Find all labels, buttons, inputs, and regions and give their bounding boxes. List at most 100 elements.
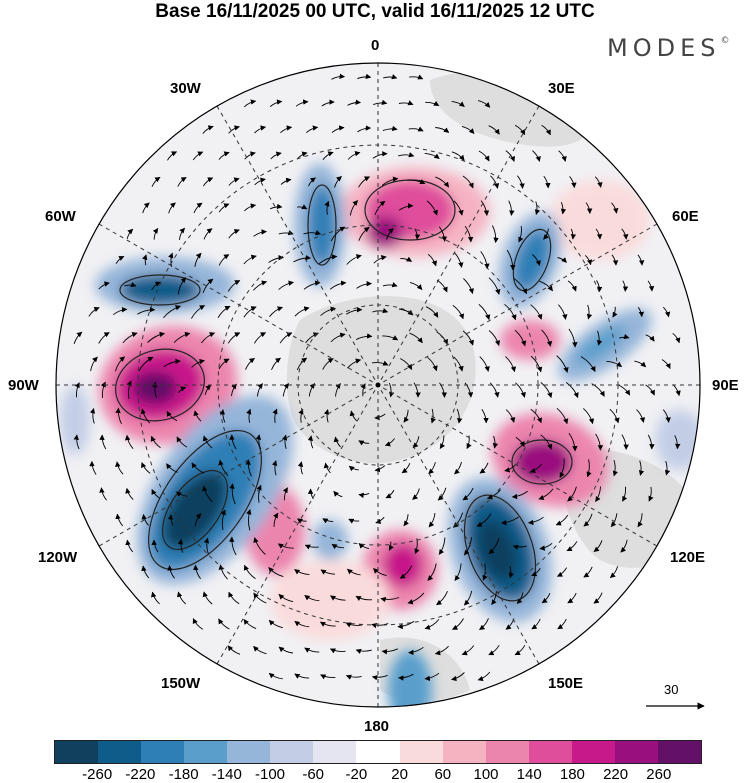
wind-vector [488,644,500,656]
colorbar [54,740,702,764]
wind-vector [245,357,255,370]
wind-vector [166,463,178,473]
wind-vector [382,125,398,132]
wind-vector [512,544,527,550]
wind-vector [595,228,603,240]
wind-vector [662,306,671,318]
wind-vector [541,593,551,604]
wind-vector [151,381,158,398]
wind-vector [123,282,137,288]
wind-vector [228,177,240,186]
wind-vector [331,125,345,133]
wind-vector [166,410,178,422]
wind-vector [99,487,107,501]
wind-vector [253,537,266,555]
wind-vector [664,460,671,476]
wind-vector [414,228,421,240]
wind-vector [357,73,372,80]
wind-vector [141,565,150,579]
wind-vector [568,432,578,452]
wind-vector [399,358,413,370]
wind-vector [534,201,541,216]
wind-vector [167,151,178,161]
wind-vector [436,331,448,345]
wind-vector [634,360,647,368]
wind-vector [356,280,373,289]
wind-vector [147,331,166,343]
wind-vector [176,436,188,448]
colorbar-tick-label: 20 [391,766,408,783]
colorbar-swatch [657,741,701,763]
wind-vector [428,462,436,475]
wind-vector [514,644,526,656]
wind-vector [202,125,214,134]
wind-vector [532,254,541,267]
wind-vector [177,177,187,187]
lon-label-120e: 120E [670,549,706,566]
wind-vector [163,358,181,368]
wind-vector [308,177,316,187]
modes-logo: MODES© [607,34,729,62]
wind-vector [508,200,515,216]
wind-vector [612,306,618,318]
wind-vector [488,277,501,295]
wind-vector [567,486,577,502]
wind-vector [73,331,83,345]
wind-vector [555,514,569,526]
colorbar-swatch [485,741,529,763]
wind-vector [514,329,527,347]
colorbar-tick-label: 100 [473,766,499,783]
wind-vector [268,566,284,578]
wind-vector [461,125,475,134]
wind-vector [244,151,256,160]
lon-label-90e: 90E [712,377,739,394]
wind-vector [558,304,568,320]
wind-vector [269,99,283,107]
wind-vector [218,564,228,580]
colorbar-tick-label: -20 [345,766,368,783]
wind-vector [355,333,373,340]
wind-vector [531,568,541,577]
wind-vector [543,175,551,189]
wind-vector [243,99,257,108]
wind-vector [539,542,553,551]
colorbar-swatch [442,741,486,763]
wind-vector [585,202,593,214]
wind-vector [217,305,231,319]
wind-vector [173,331,191,343]
wind-vector [481,408,489,424]
wind-vector [329,280,347,290]
wind-vector [151,281,161,291]
wind-vector [273,512,279,527]
wind-vector [229,434,237,450]
wind-vector [463,278,474,295]
wind-vector [451,100,465,107]
wind-vector [527,516,544,526]
wind-vector [381,648,398,655]
wind-vector [322,358,334,370]
wind-vector [637,513,643,528]
lon-label-180: 180 [364,718,390,735]
wind-vector [500,516,519,526]
wind-vector [126,380,132,400]
wind-vector [530,355,543,373]
wind-vector [204,384,212,396]
wind-vector [334,176,342,188]
wind-vector [272,408,278,423]
wind-vector [324,200,330,215]
wind-vector [374,465,386,473]
colorbar-swatch [227,741,271,763]
wind-vector [488,125,500,135]
wind-vector [269,306,284,317]
wind-vector [253,645,267,655]
wind-vector [584,254,593,266]
wind-vector [399,565,413,579]
wind-vector [142,202,150,214]
wind-vector [333,436,341,448]
wind-vector [593,592,603,604]
wind-vector [203,228,213,240]
colorbar-tick-label: -140 [211,766,242,783]
wind-vector [477,100,491,108]
wind-vector [454,563,462,581]
wind-vector [243,306,257,318]
